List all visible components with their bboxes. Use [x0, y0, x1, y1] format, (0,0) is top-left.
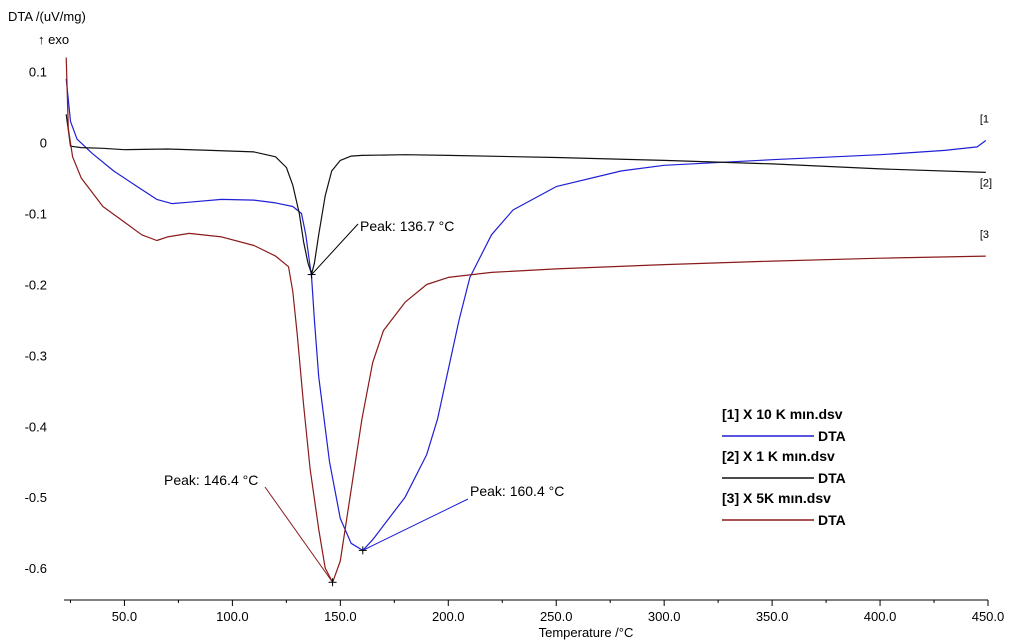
y-tick-label: 0.1 — [29, 65, 47, 80]
y-axis-ticks: 0.1 0 -0.1 -0.2 -0.3 -0.4 -0.5 -0.6 — [25, 65, 47, 576]
y-tick-label: -0.3 — [25, 348, 47, 363]
peak-leader-line — [362, 498, 469, 551]
peak-label: Peak: 160.4 °C — [470, 483, 564, 499]
series-end-label-3: [3 — [980, 229, 989, 241]
series-layer: [1 [2] [3 — [65, 57, 992, 583]
series-line-3 — [65, 57, 986, 583]
y-tick-label: -0.6 — [25, 561, 47, 576]
y-axis-title-group: DTA /(uV/mg) ↑ exo — [8, 9, 86, 47]
y-tick-label: -0.1 — [25, 207, 47, 222]
x-tick-label: 300.0 — [648, 609, 681, 624]
y-tick-label: -0.5 — [25, 490, 47, 505]
legend-dataset-label: DTA — [818, 512, 846, 528]
y-tick-label: -0.4 — [25, 419, 47, 434]
series-end-label-2: [2] — [980, 177, 992, 189]
series-line-1 — [65, 78, 987, 552]
peak-label: Peak: 136.7 °C — [360, 218, 454, 234]
annotation-layer: Peak: 136.7 °C Peak: 146.4 °C Peak: 160.4 … — [164, 218, 564, 587]
peak-label: Peak: 146.4 °C — [164, 472, 258, 488]
exo-indicator: ↑ exo — [38, 32, 69, 47]
x-tick-label: 200.0 — [432, 609, 465, 624]
legend-file-label: [3] X 5K mın.dsv — [722, 490, 831, 506]
legend-dataset-label: DTA — [818, 470, 846, 486]
series-line-2 — [65, 114, 986, 275]
x-tick-label: 350.0 — [756, 609, 789, 624]
x-tick-label: 250.0 — [540, 609, 573, 624]
x-tick-label: 400.0 — [864, 609, 897, 624]
x-axis-title: Temperature /°C — [539, 625, 634, 640]
x-tick-label: 450.0 — [972, 609, 1005, 624]
legend-file-label: [2] X 1 K mın.dsv — [722, 448, 835, 464]
x-axis-ticks: 50.0 100.0 150.0 200.0 250.0 300.0 350.0 400.0 4… — [69, 600, 1005, 624]
y-tick-label: 0 — [40, 136, 47, 151]
legend-dataset-label: DTA — [818, 428, 846, 444]
x-tick-label: 50.0 — [112, 609, 137, 624]
legend-file-label: [1] X 10 K mın.dsv — [722, 406, 843, 422]
x-tick-label: 100.0 — [216, 609, 249, 624]
legend: [1] X 10 K mın.dsv DTA [2] X 1 K mın.dsv DT… — [722, 406, 846, 528]
x-tick-label: 150.0 — [324, 609, 357, 624]
peak-leader-line — [311, 223, 359, 275]
y-axis-title: DTA /(uV/mg) — [8, 9, 86, 24]
y-tick-label: -0.2 — [25, 277, 47, 292]
peak-leader-line — [264, 486, 333, 583]
series-end-label-1: [1 — [980, 114, 989, 126]
